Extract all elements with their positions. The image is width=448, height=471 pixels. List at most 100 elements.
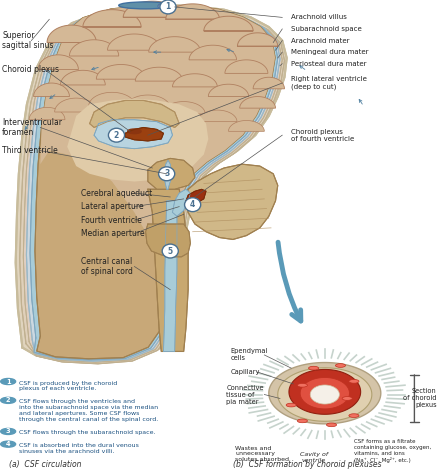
Text: Arachnoid mater: Arachnoid mater	[291, 38, 350, 43]
Text: 2: 2	[6, 398, 10, 403]
Polygon shape	[165, 160, 171, 189]
Polygon shape	[278, 368, 372, 421]
Polygon shape	[20, 8, 284, 364]
Polygon shape	[189, 45, 237, 60]
Text: Fourth ventricle: Fourth ventricle	[81, 216, 142, 225]
Text: Median aperture: Median aperture	[81, 229, 144, 238]
Polygon shape	[135, 67, 183, 81]
Text: 1: 1	[165, 2, 171, 11]
Circle shape	[162, 244, 178, 258]
Text: 5: 5	[168, 246, 173, 256]
Polygon shape	[237, 33, 278, 46]
Polygon shape	[300, 377, 349, 409]
Text: Section
of choroid
plexus: Section of choroid plexus	[403, 389, 437, 408]
Ellipse shape	[297, 419, 307, 423]
Polygon shape	[172, 74, 217, 87]
Text: Periosteal dura mater: Periosteal dura mater	[291, 61, 367, 67]
Polygon shape	[198, 110, 237, 122]
Polygon shape	[94, 120, 172, 149]
Text: Arachnoid villus: Arachnoid villus	[291, 15, 347, 20]
Polygon shape	[60, 70, 105, 85]
Polygon shape	[289, 369, 361, 414]
Text: Connective
tissue of
pia mater: Connective tissue of pia mater	[226, 384, 264, 405]
Polygon shape	[225, 60, 268, 73]
Polygon shape	[125, 128, 164, 141]
Ellipse shape	[145, 129, 156, 132]
Polygon shape	[310, 385, 340, 404]
Polygon shape	[240, 97, 276, 108]
Polygon shape	[164, 201, 177, 351]
Polygon shape	[108, 34, 161, 50]
Circle shape	[185, 198, 201, 211]
Polygon shape	[148, 158, 195, 189]
Ellipse shape	[297, 383, 307, 387]
Polygon shape	[34, 83, 69, 97]
Polygon shape	[166, 4, 220, 19]
Ellipse shape	[158, 4, 165, 8]
Circle shape	[160, 0, 176, 14]
Text: Third ventricle: Third ventricle	[2, 146, 58, 155]
Polygon shape	[208, 84, 249, 97]
Ellipse shape	[309, 366, 319, 370]
Polygon shape	[35, 5, 275, 359]
Text: CSF forms as a filtrate
containing glucose, oxygen,
vitamins, and ions
(Na⁺, Cl⁻: CSF forms as a filtrate containing gluco…	[354, 439, 431, 463]
Polygon shape	[67, 98, 208, 181]
Text: Subarachnoid space: Subarachnoid space	[291, 26, 362, 32]
Circle shape	[108, 128, 125, 142]
Text: CSF flows through the subarachnoid space.: CSF flows through the subarachnoid space…	[19, 430, 155, 436]
Polygon shape	[90, 100, 179, 128]
Text: CSF flows through the ventricles and
into the subarachnoid space via the median
: CSF flows through the ventricles and int…	[19, 399, 158, 422]
Polygon shape	[148, 189, 188, 351]
Polygon shape	[149, 37, 201, 52]
Circle shape	[1, 429, 16, 434]
Ellipse shape	[119, 2, 172, 9]
Polygon shape	[40, 5, 275, 262]
Ellipse shape	[327, 423, 336, 427]
Polygon shape	[269, 363, 381, 424]
Text: 3: 3	[164, 169, 169, 179]
Polygon shape	[125, 95, 170, 108]
Text: 1: 1	[6, 379, 10, 384]
Polygon shape	[55, 98, 98, 112]
Text: 4: 4	[6, 441, 10, 447]
Polygon shape	[89, 92, 135, 106]
Ellipse shape	[165, 3, 175, 10]
Text: Cerebral aqueduct: Cerebral aqueduct	[81, 188, 152, 198]
Text: Lateral aperture: Lateral aperture	[81, 202, 143, 211]
Text: (a)  CSF circulation: (a) CSF circulation	[9, 460, 82, 469]
Polygon shape	[172, 189, 190, 216]
Text: Meningeal dura mater: Meningeal dura mater	[291, 49, 369, 55]
Circle shape	[1, 379, 16, 384]
Text: Wastes and
unnecessary
solutes absorbed: Wastes and unnecessary solutes absorbed	[235, 446, 289, 462]
Text: Cavity of
ventrile: Cavity of ventrile	[300, 453, 327, 463]
Polygon shape	[228, 121, 264, 131]
Polygon shape	[23, 8, 282, 362]
Text: 4: 4	[190, 200, 195, 209]
Text: Superior
sagittal sinus: Superior sagittal sinus	[2, 31, 54, 50]
Polygon shape	[96, 65, 146, 79]
Polygon shape	[123, 1, 181, 17]
Text: Ependymal
cells: Ependymal cells	[231, 349, 268, 361]
Polygon shape	[16, 6, 287, 363]
Text: Capillary: Capillary	[231, 369, 260, 375]
Ellipse shape	[349, 380, 359, 383]
Text: Choroid plexus
of fourth ventricle: Choroid plexus of fourth ventricle	[291, 129, 354, 142]
Polygon shape	[47, 25, 96, 42]
Polygon shape	[38, 55, 78, 70]
Polygon shape	[26, 7, 280, 361]
Polygon shape	[253, 77, 284, 89]
Polygon shape	[30, 6, 278, 360]
Text: CSF is produced by the choroid
plexus of each ventricle.: CSF is produced by the choroid plexus of…	[19, 381, 117, 391]
Text: 2: 2	[114, 130, 119, 140]
Polygon shape	[186, 189, 206, 203]
Text: Right lateral ventricle
(deep to cut): Right lateral ventricle (deep to cut)	[291, 76, 367, 90]
Polygon shape	[29, 107, 65, 120]
Text: Central canal
of spinal cord: Central canal of spinal cord	[81, 257, 133, 276]
Polygon shape	[83, 10, 141, 27]
Circle shape	[1, 398, 16, 403]
Polygon shape	[186, 164, 278, 239]
Text: Choroid plexus: Choroid plexus	[2, 65, 59, 74]
Circle shape	[159, 167, 175, 181]
Text: (b)  CSF formation by choroid plexuses: (b) CSF formation by choroid plexuses	[233, 460, 382, 469]
Polygon shape	[69, 40, 119, 56]
